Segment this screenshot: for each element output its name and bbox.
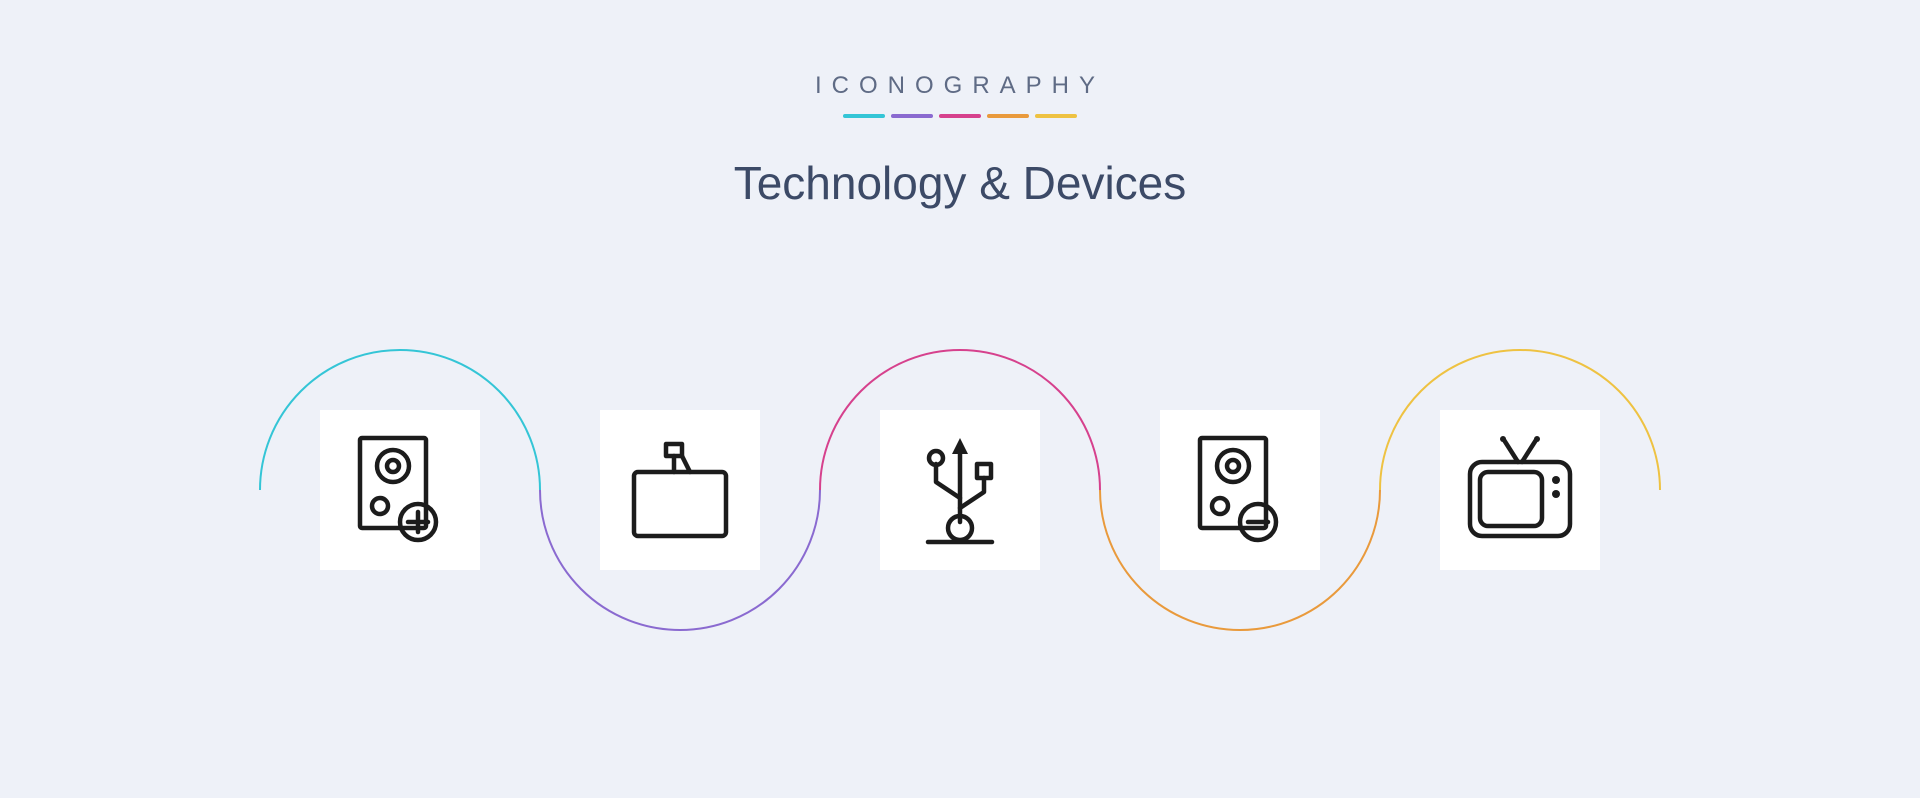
icon-card-3 (880, 410, 1040, 570)
underline-seg-4 (987, 114, 1029, 118)
icon-card-5 (1440, 410, 1600, 570)
underline-seg-3 (939, 114, 981, 118)
icon-card-2 (600, 410, 760, 570)
icon-wave-row (0, 270, 1920, 710)
underline-seg-2 (891, 114, 933, 118)
category-subtitle: Technology & Devices (0, 156, 1920, 210)
underline-seg-1 (843, 114, 885, 118)
icon-card-4 (1160, 410, 1320, 570)
icon-card-1 (320, 410, 480, 570)
brand-title: ICONOGRAPHY (0, 72, 1920, 100)
brand-underline (0, 114, 1920, 118)
underline-seg-5 (1035, 114, 1077, 118)
header: ICONOGRAPHY Technology & Devices (0, 72, 1920, 210)
wave-svg (120, 270, 1800, 710)
